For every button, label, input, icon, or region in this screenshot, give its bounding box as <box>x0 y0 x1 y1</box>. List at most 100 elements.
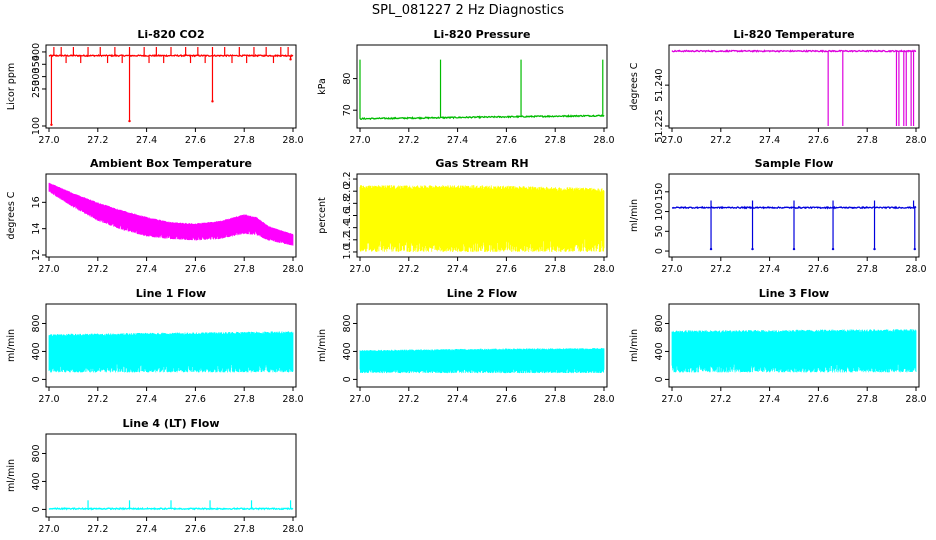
x-tick-label: 27.6 <box>496 135 517 146</box>
chart-panel: Li-820 Pressure kPa 27.0 27.2 27.4 27.6 27.8 28… <box>317 28 615 146</box>
x-tick-label: 27.4 <box>136 394 157 405</box>
x-tick-label: 27.0 <box>349 135 370 146</box>
y-axis-label: degrees C <box>629 62 640 110</box>
dip-point <box>913 247 916 251</box>
x-tick-label: 27.4 <box>447 394 468 405</box>
plot-area <box>671 49 917 126</box>
chart-panel: Li-820 Temperature degrees C 27.0 27.2 27.4 2… <box>629 28 927 146</box>
plot-area <box>48 182 294 246</box>
y-tick-label: 70 <box>342 104 353 116</box>
x-tick-label: 28.0 <box>593 135 614 146</box>
chart-panel: Ambient Box Temperature degrees C 27.0 27.2… <box>6 157 304 275</box>
y-tick-label: 0 <box>31 506 42 512</box>
series-line <box>671 49 917 54</box>
x-tick-label: 27.2 <box>87 524 108 535</box>
x-tick-label: 27.2 <box>398 264 419 275</box>
x-tick-label: 27.4 <box>759 264 780 275</box>
x-tick-label: 27.2 <box>710 264 731 275</box>
plot-area <box>48 47 294 126</box>
x-tick-label: 27.8 <box>857 135 878 146</box>
x-tick-label: 27.6 <box>185 264 206 275</box>
x-tick-label: 27.2 <box>87 264 108 275</box>
x-tick-label: 27.8 <box>234 135 255 146</box>
chart-title: Gas Stream RH <box>435 157 528 170</box>
y-tick-label: 1.8 <box>342 196 353 211</box>
x-tick-label: 28.0 <box>593 264 614 275</box>
series-band <box>48 331 294 373</box>
chart-panel: Line 1 Flow ml/min 27.0 27.2 27.4 27.6 27.8 28.… <box>6 287 304 405</box>
plot-area <box>359 348 605 374</box>
x-tick-label: 27.4 <box>759 394 780 405</box>
y-tick-label: 100 <box>654 202 665 220</box>
y-tick-label: 0 <box>654 248 665 254</box>
y-tick-label: 800 <box>31 314 42 332</box>
x-tick-label: 28.0 <box>282 264 303 275</box>
plot-frame <box>45 433 297 518</box>
x-tick-label: 27.8 <box>857 394 878 405</box>
y-tick-label: 1.4 <box>342 220 353 235</box>
y-tick-label: 2.0 <box>342 184 353 199</box>
y-tick-label: 300 <box>31 68 42 86</box>
chart-panel: Sample Flow ml/min 27.0 27.2 27.4 27.6 27.8 28.… <box>629 157 927 275</box>
y-axis-label: degrees C <box>6 191 17 239</box>
dip-point <box>289 58 292 61</box>
series-band <box>48 182 294 246</box>
x-tick-label: 27.8 <box>545 135 566 146</box>
x-tick-label: 27.6 <box>808 135 829 146</box>
x-tick-label: 27.0 <box>38 135 59 146</box>
dip-point <box>709 247 713 251</box>
series-line <box>359 114 605 121</box>
x-tick-label: 28.0 <box>905 135 926 146</box>
y-axis-label: ml/min <box>629 329 640 362</box>
x-tick-label: 27.2 <box>710 135 731 146</box>
x-tick-label: 27.6 <box>185 524 206 535</box>
y-tick-label: 400 <box>342 342 353 360</box>
chart-title: Li-820 Pressure <box>434 28 531 41</box>
x-tick-label: 28.0 <box>905 264 926 275</box>
plot-area <box>48 331 294 373</box>
chart-title: Line 1 Flow <box>136 287 206 300</box>
x-tick-label: 27.2 <box>87 394 108 405</box>
y-tick-label: 12 <box>31 249 42 261</box>
y-axis-label: Licor ppm <box>6 63 17 110</box>
x-tick-label: 27.6 <box>185 394 206 405</box>
x-tick-label: 28.0 <box>282 394 303 405</box>
plot-frame <box>45 303 297 388</box>
y-tick-label: 800 <box>31 444 42 462</box>
x-tick-label: 28.0 <box>282 135 303 146</box>
x-tick-label: 27.4 <box>759 135 780 146</box>
dip-point <box>128 119 131 123</box>
plot-frame <box>668 173 920 258</box>
x-tick-label: 27.0 <box>661 394 682 405</box>
x-tick-label: 28.0 <box>593 394 614 405</box>
chart-title: Line 3 Flow <box>759 287 829 300</box>
y-tick-label: 400 <box>31 342 42 360</box>
chart-panel: Line 2 Flow ml/min 27.0 27.2 27.4 27.6 27.8 28.… <box>317 287 615 405</box>
x-tick-label: 27.4 <box>136 135 157 146</box>
y-axis-label: ml/min <box>317 329 328 362</box>
y-tick-label: 250 <box>31 80 42 98</box>
chart-panel: Li-820 CO2 Licor ppm 27.0 27.2 27.4 27.6 27.8 2… <box>6 28 304 146</box>
y-tick-label: 2.2 <box>342 171 353 186</box>
x-tick-label: 27.6 <box>808 264 829 275</box>
y-tick-label: 51.225 <box>654 109 665 142</box>
y-tick-label: 0 <box>654 376 665 382</box>
chart-panel: Line 3 Flow ml/min 27.0 27.2 27.4 27.6 27.8 28.… <box>629 287 927 405</box>
x-tick-label: 27.6 <box>496 264 517 275</box>
x-tick-label: 27.4 <box>136 524 157 535</box>
plot-frame <box>45 173 297 258</box>
plot-frame <box>356 303 608 388</box>
x-tick-label: 27.0 <box>38 524 59 535</box>
series-band <box>671 329 917 373</box>
y-tick-label: 0 <box>31 376 42 382</box>
y-axis-label: ml/min <box>629 199 640 232</box>
y-tick-label: 80 <box>342 73 353 85</box>
x-tick-label: 27.8 <box>234 264 255 275</box>
y-tick-label: 50 <box>654 225 665 237</box>
chart-panel: Gas Stream RH percent 27.0 27.2 27.4 27.6 27.8… <box>317 157 615 275</box>
y-tick-label: 1.2 <box>342 232 353 247</box>
chart-title: Li-820 Temperature <box>733 28 854 41</box>
y-tick-label: 1.6 <box>342 208 353 223</box>
plot-frame <box>668 303 920 388</box>
